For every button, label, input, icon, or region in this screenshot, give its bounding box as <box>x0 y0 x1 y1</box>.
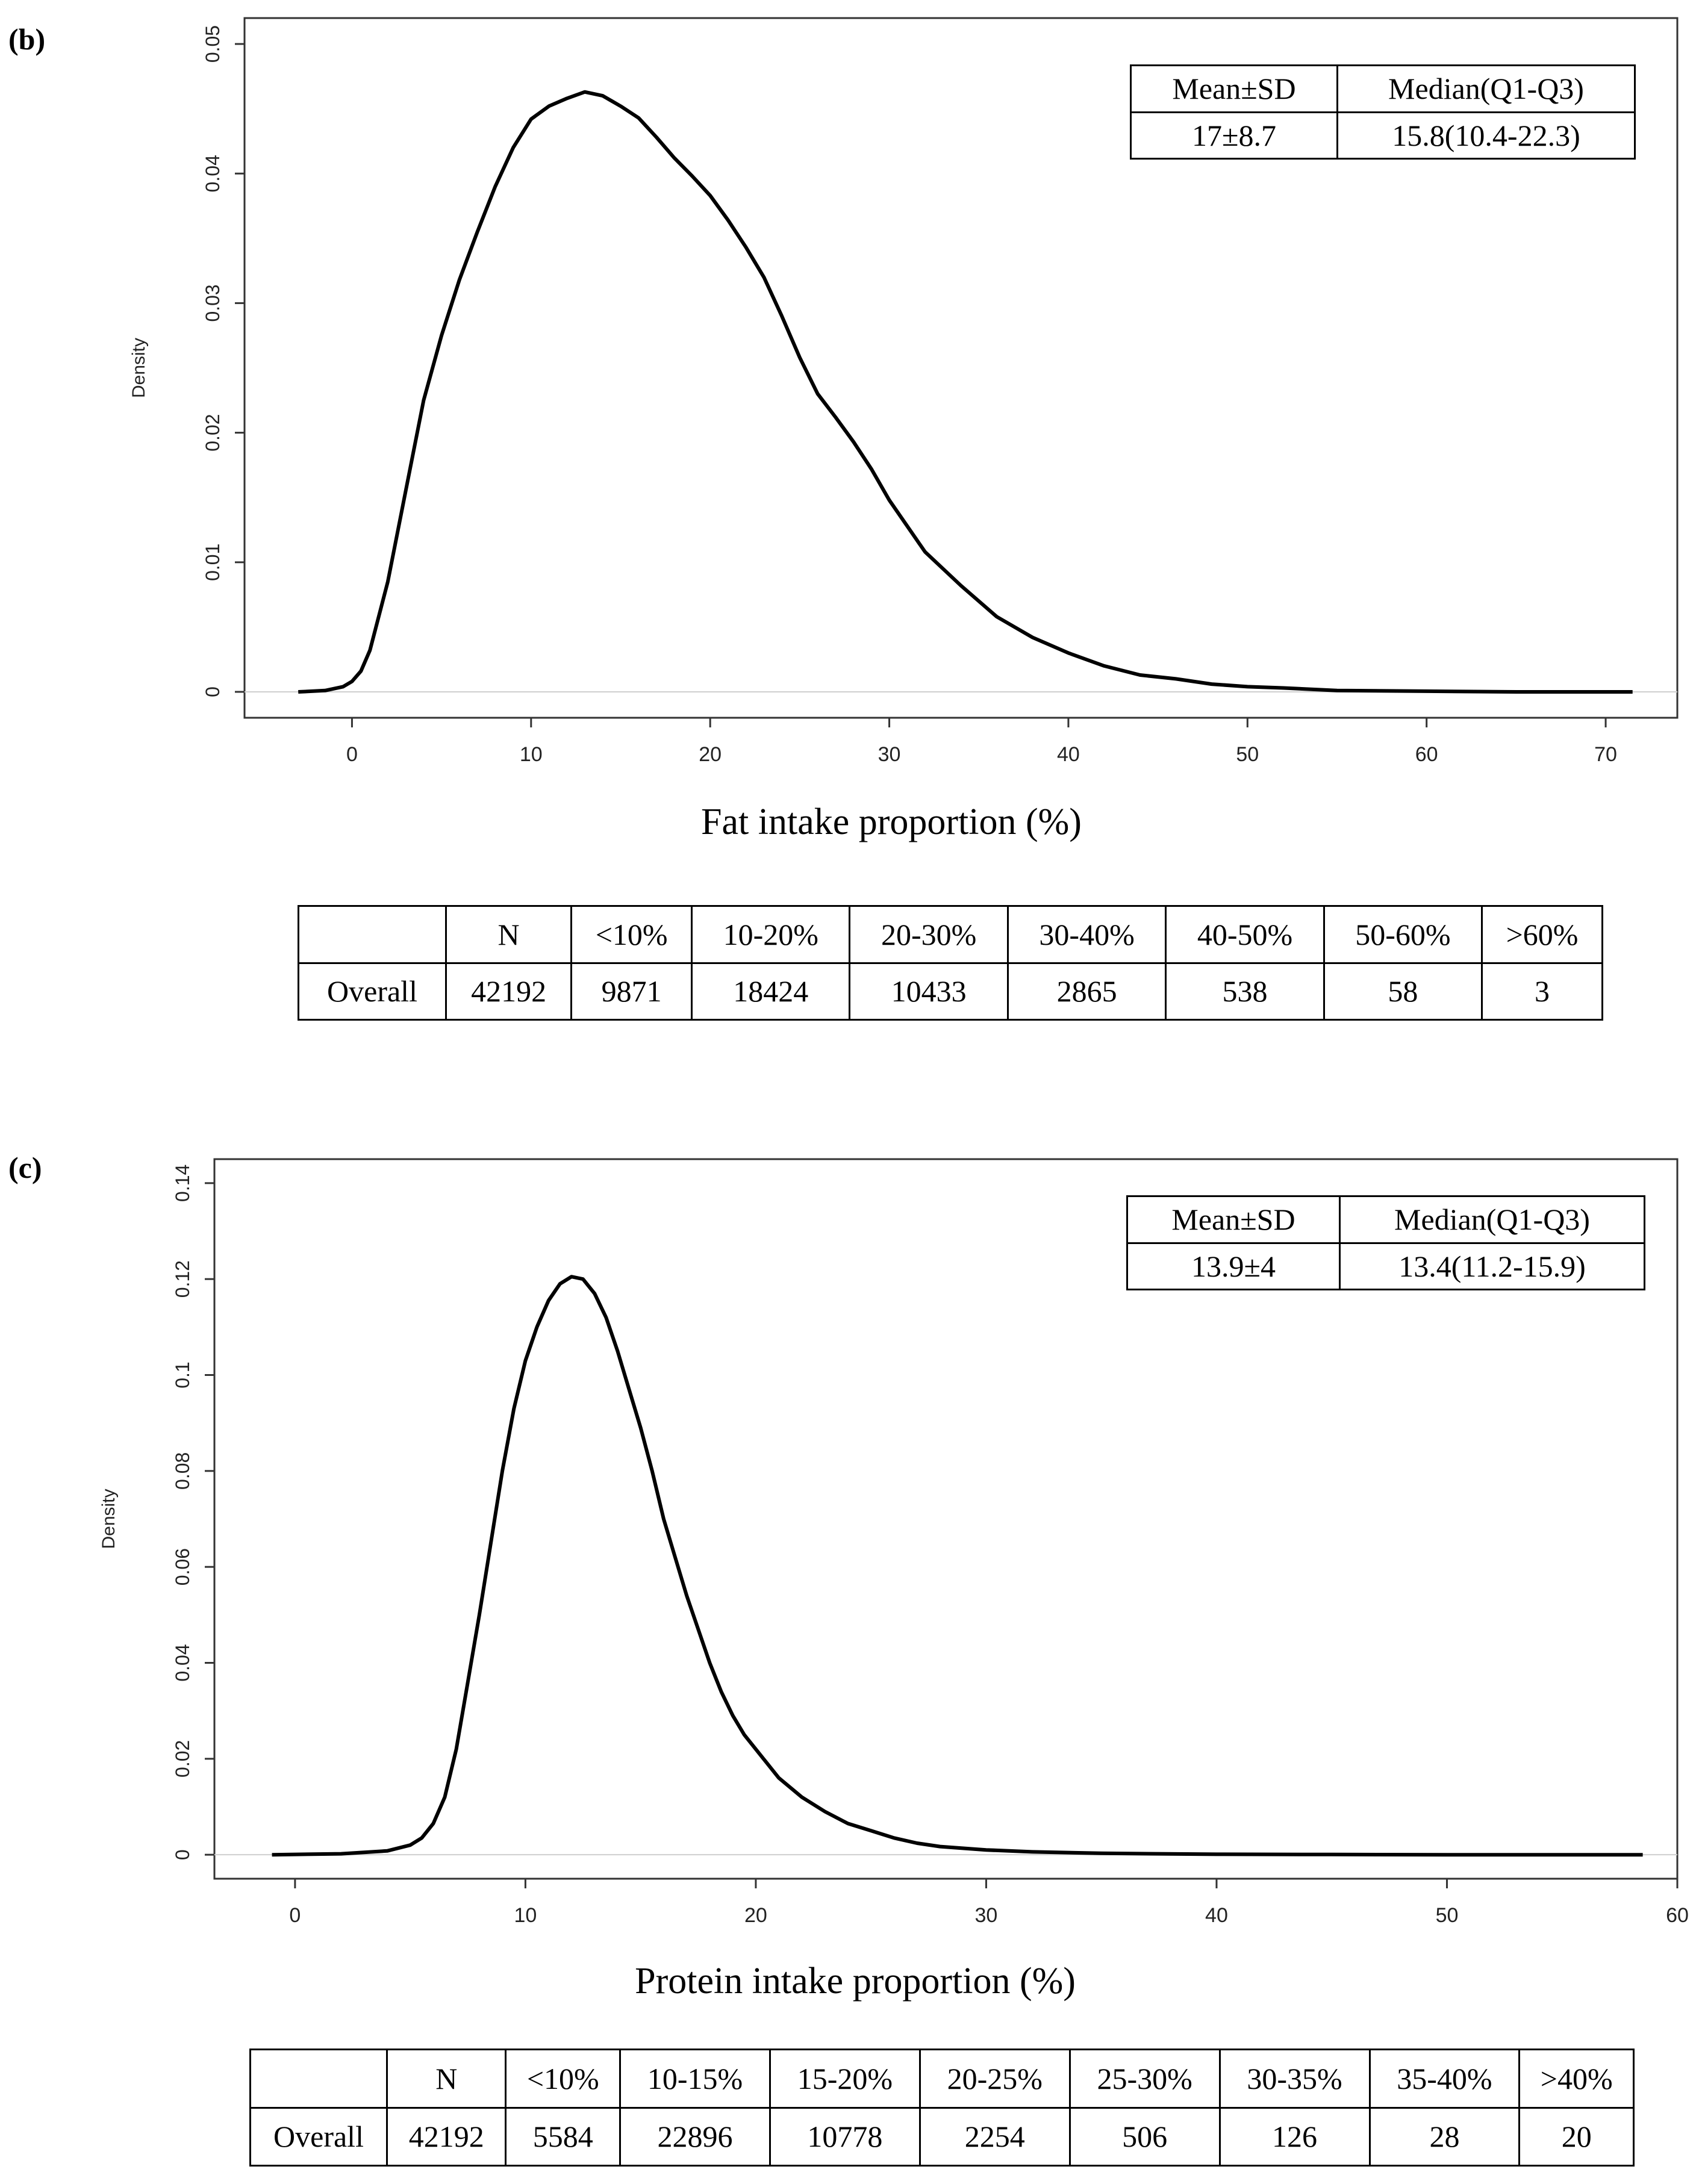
y-tick-label: 0.05 <box>202 25 223 63</box>
bins-header-row: N <10% 10-20% 20-30% 30-40% 40-50% 50-60… <box>298 905 1603 964</box>
bins-header-cell: 10-15% <box>619 2049 771 2109</box>
bins-header-cell: >60% <box>1481 905 1603 964</box>
bins-value-cell: 18424 <box>691 962 851 1021</box>
stats-header-mean: Mean±SD <box>1126 1195 1341 1244</box>
bins-header-cell: <10% <box>570 905 693 964</box>
y-tick-label: 0.14 <box>172 1165 193 1202</box>
bins-value-row: Overall 42192 9871 18424 10433 2865 538 … <box>298 962 1603 1021</box>
fat-x-axis-label: Fat intake proportion (%) <box>701 801 1082 842</box>
bins-header-cell: >40% <box>1518 2049 1635 2109</box>
x-tick-label: 10 <box>514 1904 537 1927</box>
bins-value-cell: 3 <box>1481 962 1603 1021</box>
y-tick-label: 0 <box>172 1849 193 1860</box>
y-tick-label: 0 <box>202 686 223 697</box>
y-tick-label: 0.1 <box>172 1361 193 1388</box>
bins-header-cell: 30-40% <box>1006 905 1167 964</box>
fat-bins-table: N <10% 10-20% 20-30% 30-40% 40-50% 50-60… <box>298 905 1603 1021</box>
x-tick-label: 30 <box>878 743 901 766</box>
stats-header-median: Median(Q1-Q3) <box>1336 64 1636 113</box>
stats-value-median: 15.8(10.4-22.3) <box>1336 111 1636 160</box>
bins-value-cell: Overall <box>298 962 447 1021</box>
y-tick-label: 0.08 <box>172 1452 193 1490</box>
bins-header-cell: 10-20% <box>691 905 851 964</box>
x-tick-label: 30 <box>975 1904 998 1927</box>
stats-value-row: 13.9±4 13.4(11.2-15.9) <box>1126 1242 1645 1290</box>
y-tick-label: 0.06 <box>172 1548 193 1585</box>
bins-value-cell: 9871 <box>570 962 693 1021</box>
bins-header-cell <box>249 2049 388 2109</box>
x-tick-label: 20 <box>699 743 722 766</box>
protein-x-axis-label: Protein intake proportion (%) <box>635 1961 1076 2002</box>
fat-density-plot: 0 10 20 30 40 50 60 70 0 0.01 0.02 0.03 0.04 0.05 Dens… <box>129 17 1679 766</box>
bins-header-cell: 15-20% <box>768 2049 921 2109</box>
fat-stats-table: Mean±SD Median(Q1-Q3) 17±8.7 15.8(10.4-2… <box>1130 64 1636 160</box>
x-tick-label: 20 <box>744 1904 767 1927</box>
bins-header-cell: N <box>385 2049 507 2109</box>
y-tick-label: 0.03 <box>202 284 223 322</box>
bins-header-cell: 50-60% <box>1323 905 1483 964</box>
stats-header-median: Median(Q1-Q3) <box>1339 1195 1645 1244</box>
bins-value-cell: 10778 <box>768 2106 921 2167</box>
stats-header-row: Mean±SD Median(Q1-Q3) <box>1126 1195 1645 1244</box>
panel-label-b: (b) <box>8 22 46 56</box>
bins-value-cell: 5584 <box>505 2106 622 2167</box>
bins-header-cell: <10% <box>505 2049 622 2109</box>
density-curve <box>272 1275 1643 1857</box>
bins-value-cell: 22896 <box>619 2106 771 2167</box>
plot-frame <box>213 1158 1679 1880</box>
y-tick-label: 0.02 <box>202 414 223 451</box>
bins-value-cell: 42192 <box>385 2106 507 2167</box>
bins-value-row: Overall 42192 5584 22896 10778 2254 506 … <box>249 2106 1635 2167</box>
x-tick-label: 50 <box>1436 1904 1459 1927</box>
bins-value-cell: 10433 <box>849 962 1009 1021</box>
bins-value-cell: 506 <box>1068 2106 1221 2167</box>
bins-value-cell: 20 <box>1518 2106 1635 2167</box>
y-axis-label: Density <box>129 338 149 398</box>
protein-stats-table: Mean±SD Median(Q1-Q3) 13.9±4 13.4(11.2-1… <box>1126 1195 1645 1290</box>
bins-value-cell: 126 <box>1218 2106 1371 2167</box>
stats-header-mean: Mean±SD <box>1130 64 1338 113</box>
y-tick-label: 0.04 <box>202 155 223 192</box>
x-tick-label: 60 <box>1415 743 1438 766</box>
bins-header-cell <box>298 905 447 964</box>
x-tick-label: 50 <box>1236 743 1259 766</box>
x-tick-label: 70 <box>1594 743 1617 766</box>
bins-header-cell: 40-50% <box>1165 905 1325 964</box>
stats-header-row: Mean±SD Median(Q1-Q3) <box>1130 64 1636 113</box>
plot-frame <box>243 17 1679 719</box>
x-tick-label: 40 <box>1205 1904 1228 1927</box>
bins-header-cell: 25-30% <box>1068 2049 1221 2109</box>
x-tick-label: 40 <box>1057 743 1080 766</box>
bins-value-cell: 42192 <box>444 962 573 1021</box>
bins-value-cell: 2865 <box>1006 962 1167 1021</box>
stats-value-row: 17±8.7 15.8(10.4-22.3) <box>1130 111 1636 160</box>
bins-value-cell: 538 <box>1165 962 1325 1021</box>
bins-header-cell: N <box>444 905 573 964</box>
bins-value-cell: 28 <box>1368 2106 1521 2167</box>
bins-header-cell: 20-25% <box>918 2049 1071 2109</box>
y-tick-label: 0.01 <box>202 544 223 581</box>
y-axis-label: Density <box>99 1489 119 1549</box>
bins-value-cell: Overall <box>249 2106 388 2167</box>
stats-value-mean: 13.9±4 <box>1126 1242 1341 1290</box>
y-tick-label: 0.02 <box>172 1740 193 1778</box>
stats-value-median: 13.4(11.2-15.9) <box>1339 1242 1645 1290</box>
y-tick-label: 0.04 <box>172 1644 193 1681</box>
density-curve <box>298 90 1633 694</box>
bins-header-cell: 35-40% <box>1368 2049 1521 2109</box>
panel-label-c: (c) <box>8 1151 42 1184</box>
x-tick-label: 0 <box>346 743 358 766</box>
stats-value-mean: 17±8.7 <box>1130 111 1338 160</box>
y-tick-label: 0.12 <box>172 1260 193 1298</box>
x-tick-label: 60 <box>1666 1904 1689 1927</box>
protein-bins-table: N <10% 10-15% 15-20% 20-25% 25-30% 30-35… <box>249 2049 1635 2167</box>
x-tick-label: 0 <box>289 1904 301 1927</box>
bins-header-cell: 30-35% <box>1218 2049 1371 2109</box>
bins-header-row: N <10% 10-15% 15-20% 20-25% 25-30% 30-35… <box>249 2049 1635 2109</box>
bins-value-cell: 2254 <box>918 2106 1071 2167</box>
bins-header-cell: 20-30% <box>849 905 1009 964</box>
x-tick-label: 10 <box>520 743 543 766</box>
bins-value-cell: 58 <box>1323 962 1483 1021</box>
